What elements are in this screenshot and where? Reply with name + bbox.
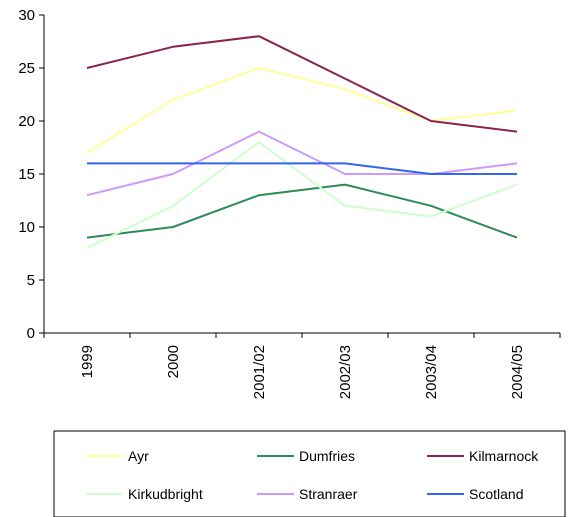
series-line-scotland xyxy=(87,162,517,175)
y-tick-label: 10 xyxy=(18,219,35,236)
x-tick-label: 2001/02 xyxy=(251,345,268,399)
plot-area: 0 5 10 15 20 25 30 1999 2000 2001/02 2002/03 2003/… xyxy=(18,7,561,399)
series-line-kirkudbright xyxy=(86,141,518,250)
series-line-kilmarnock xyxy=(86,35,518,133)
x-tick-label: 1999 xyxy=(79,345,96,378)
y-tick-label: 0 xyxy=(27,325,35,342)
legend-label-kilmarnock: Kilmarnock xyxy=(469,448,539,464)
series-line-ayr xyxy=(86,67,518,154)
series-lines xyxy=(86,35,518,250)
legend-label-ayr: Ayr xyxy=(128,448,149,464)
legend-label-kirkudbright: Kirkudbright xyxy=(128,486,203,502)
y-tick-label: 15 xyxy=(18,166,35,183)
x-tick-label: 2004/05 xyxy=(509,345,526,399)
legend-label-scotland: Scotland xyxy=(469,486,523,502)
legend: Ayr Dumfries Kilmarnock Kirkudbright Stranra… xyxy=(53,430,566,517)
series-line-dumfries xyxy=(86,183,518,239)
x-axis-ticks: 1999 2000 2001/02 2002/03 2003/04 2004/05 xyxy=(43,333,561,399)
y-axis-ticks: 0 5 10 15 20 25 30 xyxy=(18,7,44,342)
series-line-stranraer xyxy=(86,130,518,197)
y-tick-label: 20 xyxy=(18,113,35,130)
x-tick-label: 2003/04 xyxy=(423,345,440,399)
y-tick-label: 25 xyxy=(18,60,35,77)
x-tick-label: 2000 xyxy=(165,345,182,378)
x-tick-label: 2002/03 xyxy=(337,345,354,399)
legend-label-dumfries: Dumfries xyxy=(299,448,355,464)
y-tick-label: 30 xyxy=(18,7,35,24)
legend-items: Ayr Dumfries Kilmarnock Kirkudbright Stranra… xyxy=(86,448,539,502)
legend-label-stranraer: Stranraer xyxy=(299,486,358,502)
y-tick-label: 5 xyxy=(27,272,35,289)
legend-box xyxy=(53,430,566,517)
